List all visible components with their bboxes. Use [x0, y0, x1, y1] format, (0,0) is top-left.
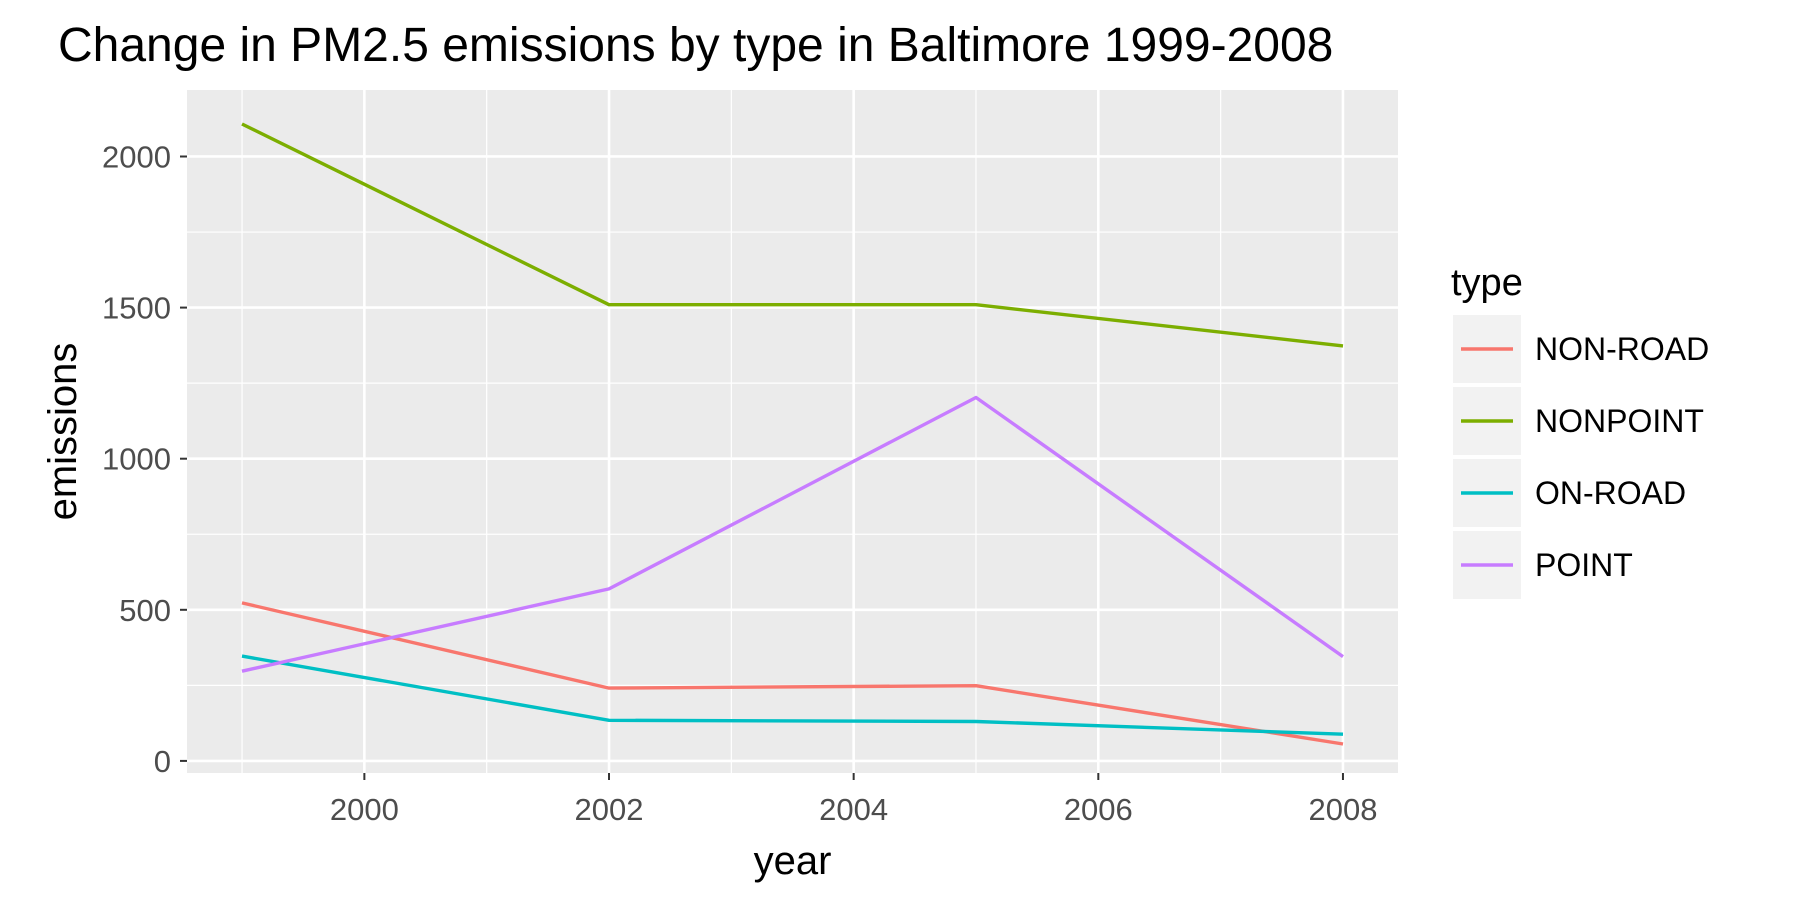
legend-label-non-road: NON-ROAD — [1535, 331, 1709, 367]
chart-title: Change in PM2.5 emissions by type in Bal… — [58, 19, 1333, 72]
plot-panel — [187, 90, 1398, 773]
series-lines — [241, 122, 1344, 746]
y-tick-label: 0 — [154, 744, 171, 779]
y-tick-label: 1000 — [102, 442, 171, 477]
x-tick-label: 2006 — [1064, 792, 1133, 827]
x-tick-label: 2000 — [330, 792, 399, 827]
legend-items: NON-ROAD NONPOINT ON-ROAD POINT — [1453, 315, 1709, 599]
y-axis-tick-labels: 0 500 1000 1500 2000 — [102, 139, 171, 778]
x-axis-tick-labels: 2000 2002 2004 2006 2008 — [330, 792, 1378, 827]
axis-tick-marks — [180, 155, 1344, 780]
legend-label-on-road: ON-ROAD — [1535, 475, 1686, 511]
legend: type NON-ROAD NONPOINT ON-ROAD POINT — [1451, 262, 1709, 599]
series-line-non-road — [241, 601, 1344, 746]
legend-label-nonpoint: NONPOINT — [1535, 403, 1704, 439]
x-tick-label: 2004 — [819, 792, 888, 827]
major-gridlines — [187, 90, 1398, 773]
series-line-on-road — [241, 654, 1344, 736]
y-axis-title: emissions — [41, 343, 85, 521]
y-tick-label: 2000 — [102, 139, 171, 174]
y-tick-label: 1500 — [102, 291, 171, 326]
legend-title: type — [1451, 262, 1523, 304]
x-tick-label: 2008 — [1308, 792, 1377, 827]
series-line-nonpoint — [241, 122, 1344, 348]
series-line-point — [241, 395, 1344, 673]
y-tick-label: 500 — [119, 593, 171, 628]
legend-label-point: POINT — [1535, 547, 1633, 583]
x-tick-label: 2002 — [575, 792, 644, 827]
x-axis-title: year — [754, 839, 832, 883]
